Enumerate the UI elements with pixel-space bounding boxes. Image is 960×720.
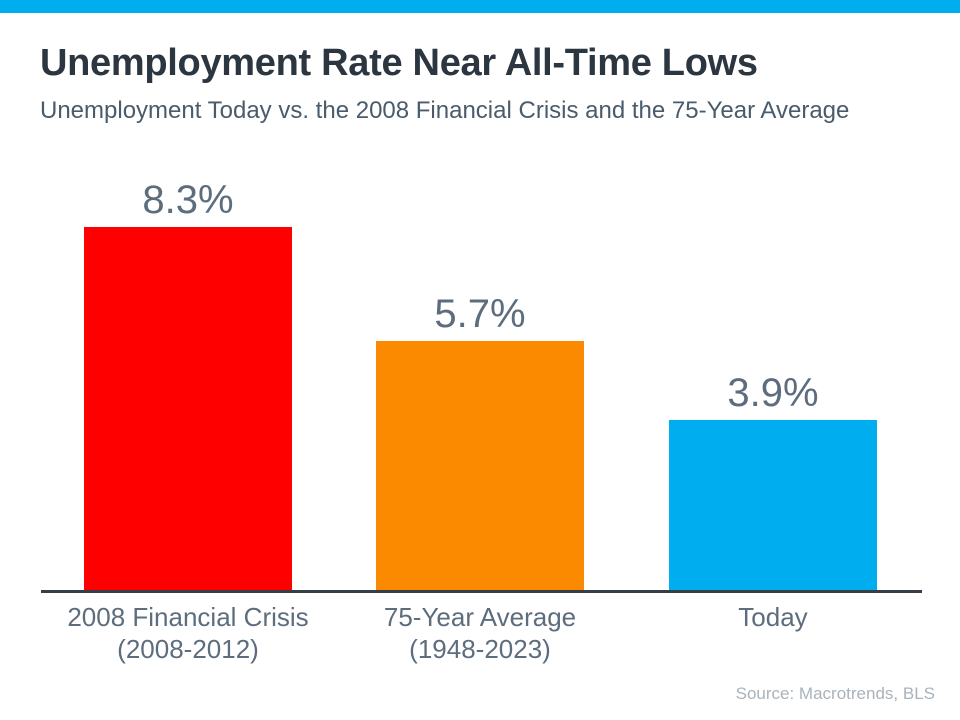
bar-1 (84, 227, 292, 592)
category-label-line: (1948-2023) (409, 634, 551, 664)
x-axis-category-label: 2008 Financial Crisis (2008-2012) (18, 601, 358, 665)
bar-value-label: 8.3% (142, 178, 234, 222)
x-axis-category-label: Today (603, 601, 943, 633)
top-accent-bar (0, 0, 960, 13)
source-note: Source: Macrotrends, BLS (735, 684, 935, 703)
category-label-line: 75-Year Average (383, 602, 577, 632)
bar-2 (376, 341, 584, 592)
category-label-line: (2008-2012) (117, 634, 259, 664)
x-axis-line (41, 590, 922, 593)
chart-subtitle: Unemployment Today vs. the 2008 Financia… (40, 97, 850, 124)
bar-value-label: 3.9% (727, 371, 819, 415)
x-axis-category-label: 75-Year Average (1948-2023) (310, 601, 650, 665)
bar-value-label: 5.7% (434, 292, 526, 336)
category-label-line: 2008 Financial Crisis (67, 602, 309, 632)
bar-3 (669, 420, 877, 592)
chart-title: Unemployment Rate Near All-Time Lows (40, 42, 758, 84)
category-label-line: Today (738, 602, 808, 632)
